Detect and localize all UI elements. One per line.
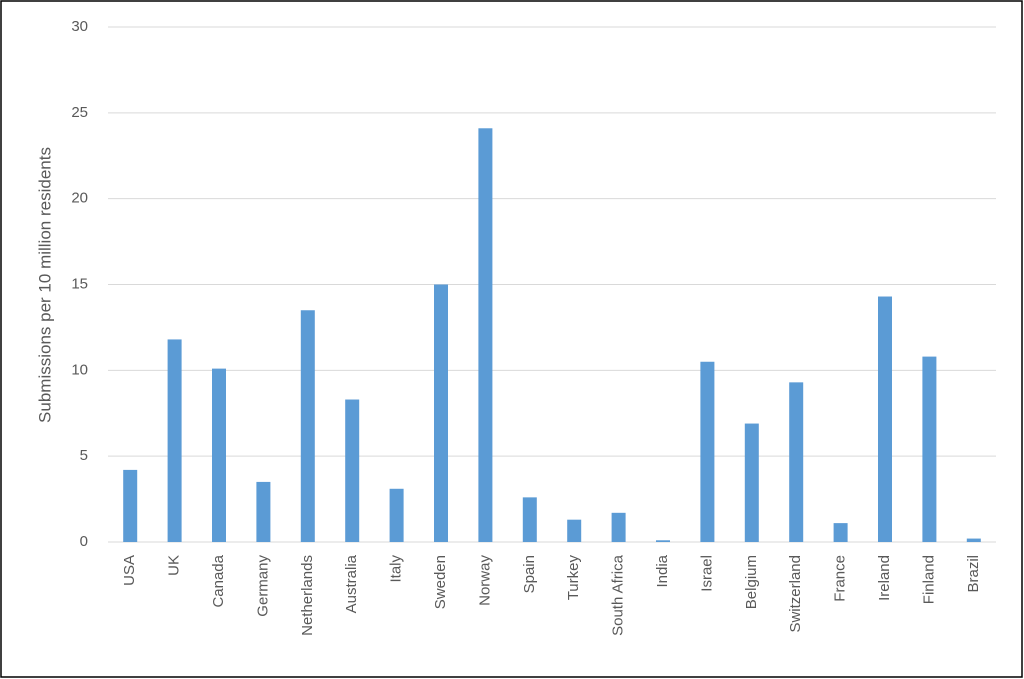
x-tick-label: South Africa (610, 554, 627, 636)
y-tick-label: 20 (71, 190, 88, 207)
bar (522, 497, 537, 542)
bar (434, 284, 448, 542)
bar (744, 423, 759, 542)
x-tick-label: Brazil (965, 555, 982, 593)
x-tick-label: Finland (920, 555, 937, 604)
x-tick-label: Norway (476, 555, 493, 606)
x-tick-label: Canada (210, 554, 227, 607)
bar (966, 538, 981, 542)
bar (212, 368, 226, 542)
y-tick-label: 10 (71, 361, 88, 378)
bar (256, 481, 271, 542)
bar (167, 339, 182, 542)
x-tick-label: India (654, 554, 671, 587)
bar (833, 523, 848, 542)
bar (700, 361, 715, 542)
x-tick-label: Netherlands (299, 555, 316, 636)
y-tick-label: 15 (71, 275, 88, 292)
bar (345, 399, 360, 542)
bar (878, 296, 892, 542)
x-tick-label: Turkey (565, 555, 582, 601)
bar (789, 382, 804, 542)
x-tick-label: Spain (521, 555, 538, 593)
y-tick-label: 30 (71, 18, 88, 35)
x-tick-label: Ireland (876, 555, 893, 601)
x-tick-label: Belgium (743, 555, 760, 609)
y-tick-label: 0 (80, 533, 88, 550)
x-tick-label: USA (121, 555, 138, 586)
bar (922, 356, 937, 542)
y-tick-label: 25 (71, 104, 88, 121)
bar (656, 540, 670, 542)
x-tick-label: France (832, 555, 849, 602)
bar (611, 512, 626, 542)
x-tick-label: Australia (343, 554, 360, 613)
x-tick-label: Sweden (432, 555, 449, 609)
bar (389, 488, 404, 542)
bar (300, 310, 315, 542)
y-axis-label: Submissions per 10 million residents (35, 147, 54, 423)
y-tick-label: 5 (80, 447, 88, 464)
bar (478, 128, 493, 543)
x-tick-label: Israel (698, 555, 715, 592)
bar (567, 519, 582, 542)
x-tick-label: Italy (388, 555, 405, 583)
x-tick-label: UK (166, 555, 183, 576)
x-tick-label: Germany (254, 555, 271, 617)
bar (123, 469, 138, 542)
x-tick-label: Switzerland (787, 555, 804, 633)
